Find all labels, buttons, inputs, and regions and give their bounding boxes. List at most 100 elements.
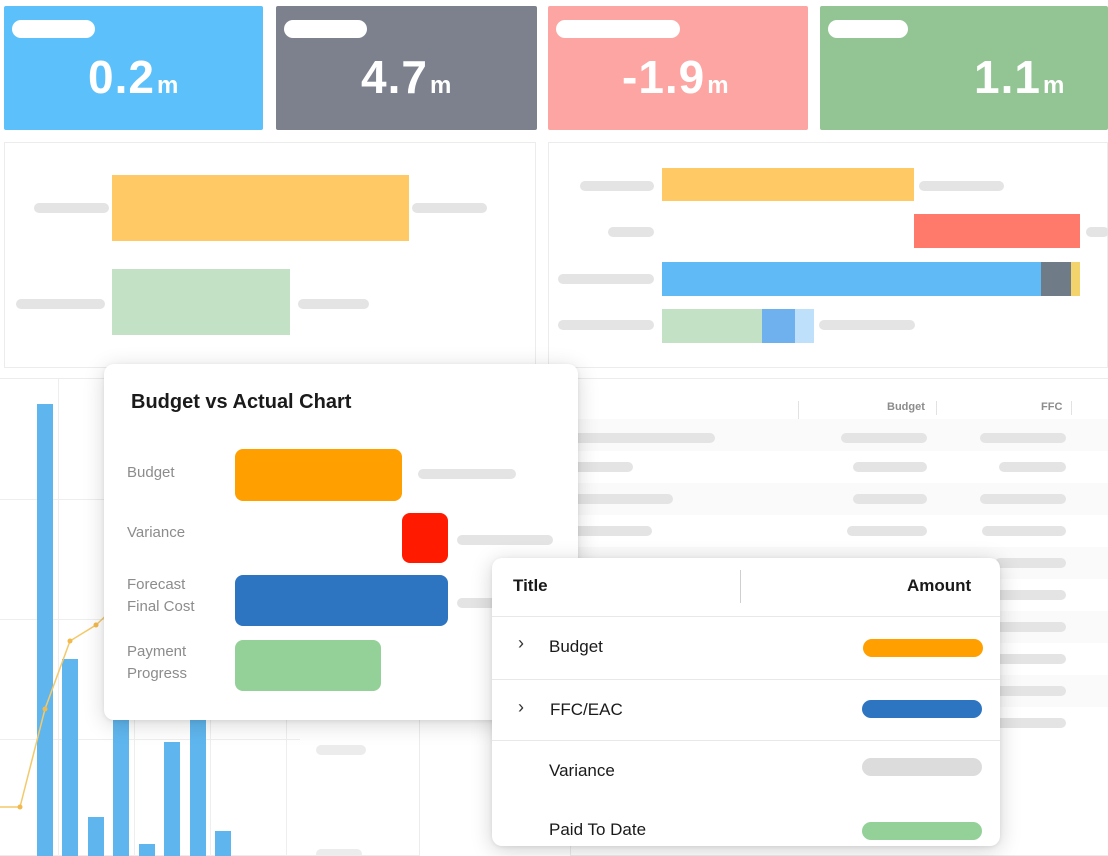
value-placeholder xyxy=(418,469,516,479)
divider xyxy=(492,679,1000,680)
kpi-card-4[interactable]: 1.1m xyxy=(820,6,1108,130)
cell-placeholder xyxy=(995,622,1066,632)
cell-placeholder xyxy=(995,558,1066,568)
column-bar[interactable] xyxy=(62,659,78,856)
text-placeholder xyxy=(580,181,654,191)
cell-placeholder xyxy=(571,433,715,443)
text-placeholder xyxy=(298,299,369,309)
column-bar[interactable] xyxy=(164,742,180,856)
column-bar[interactable] xyxy=(139,844,155,856)
amount-pill-ffc xyxy=(862,700,982,718)
cell-placeholder xyxy=(980,494,1066,504)
column-divider xyxy=(936,401,937,415)
forecast-bar[interactable] xyxy=(235,575,448,626)
kpi-value: 0.2m xyxy=(88,51,180,103)
kpi-value: 4.7m xyxy=(361,51,453,103)
column-divider xyxy=(1071,401,1072,415)
cell-placeholder xyxy=(841,433,927,443)
kpi-label-placeholder xyxy=(828,20,908,38)
column-bar[interactable] xyxy=(215,831,231,856)
table-row[interactable] xyxy=(571,451,1108,483)
payment-bar-segment[interactable] xyxy=(762,309,795,343)
amount-pill-paid xyxy=(862,822,982,840)
value-placeholder xyxy=(457,535,553,545)
cell-placeholder xyxy=(571,494,673,504)
text-placeholder xyxy=(1086,227,1108,237)
divider xyxy=(492,740,1000,741)
grid-line xyxy=(0,739,300,740)
variance-bar[interactable] xyxy=(914,214,1080,248)
text-placeholder xyxy=(558,320,654,330)
cell-placeholder xyxy=(571,462,633,472)
budget-bar[interactable] xyxy=(112,175,409,241)
column-bar[interactable] xyxy=(37,404,53,856)
chevron-right-icon[interactable]: › xyxy=(518,633,524,653)
table-row[interactable] xyxy=(571,419,1108,451)
row-title: Paid To Date xyxy=(549,820,647,839)
column-header-amount[interactable]: Amount xyxy=(907,576,972,595)
column-divider xyxy=(798,401,799,419)
amount-pill-variance xyxy=(862,758,982,776)
text-placeholder xyxy=(919,181,1004,191)
table-row[interactable] xyxy=(571,483,1108,515)
chevron-right-icon[interactable]: › xyxy=(518,697,524,717)
payment-bar-segment[interactable] xyxy=(795,309,814,343)
kpi-value: 1.1m xyxy=(974,51,1066,103)
table-row[interactable] xyxy=(571,515,1108,547)
text-placeholder xyxy=(819,320,915,330)
column-header-title[interactable]: Title xyxy=(513,576,548,595)
column-bar[interactable] xyxy=(190,719,206,856)
ffc-bar-segment[interactable] xyxy=(1041,262,1071,296)
ffc-bar[interactable] xyxy=(662,262,1041,296)
row-title: Budget xyxy=(549,637,603,656)
column-header-budget: Budget xyxy=(887,401,925,413)
trend-line xyxy=(0,608,114,810)
row-label-budget: Budget xyxy=(127,464,175,481)
kpi-label-placeholder xyxy=(12,20,95,38)
text-placeholder xyxy=(16,299,105,309)
ffc-bar-segment[interactable] xyxy=(1071,262,1080,296)
column-bar[interactable] xyxy=(113,719,129,856)
cell-placeholder xyxy=(995,590,1066,600)
cell-placeholder xyxy=(853,494,927,504)
summary-table-card: Title Amount › Budget › FFC/EAC Variance… xyxy=(492,558,1000,846)
cell-placeholder xyxy=(980,654,1066,664)
text-placeholder xyxy=(316,849,362,856)
text-placeholder xyxy=(558,274,654,284)
kpi-card-3[interactable]: -1.9m xyxy=(548,6,808,130)
budget-bar[interactable] xyxy=(235,449,402,501)
text-placeholder xyxy=(412,203,487,213)
cell-placeholder xyxy=(847,526,927,536)
amount-pill-budget xyxy=(863,639,983,657)
payment-bar[interactable] xyxy=(112,269,290,335)
row-title: Variance xyxy=(549,761,615,780)
kpi-card-2[interactable]: 4.7m xyxy=(276,6,537,130)
row-title: FFC/EAC xyxy=(550,700,623,719)
cell-placeholder xyxy=(853,462,927,472)
variance-bar[interactable] xyxy=(402,513,448,563)
table-row[interactable]: › Budget xyxy=(492,617,1000,679)
table-row[interactable]: › FFC/EAC xyxy=(492,680,1000,740)
row-label-variance: Variance xyxy=(127,524,186,541)
kpi-value: -1.9m xyxy=(622,51,730,103)
card-title: Budget vs Actual Chart xyxy=(131,391,352,413)
bar-panel-right xyxy=(548,142,1108,368)
row-label-payment: Payment Progress xyxy=(127,643,188,682)
cell-placeholder xyxy=(999,462,1066,472)
column-bar[interactable] xyxy=(88,817,104,856)
text-placeholder xyxy=(608,227,654,237)
kpi-label-placeholder xyxy=(284,20,367,38)
kpi-label-placeholder xyxy=(556,20,680,38)
bar-panel-left xyxy=(4,142,536,368)
cell-placeholder xyxy=(995,718,1066,728)
column-divider xyxy=(740,570,741,603)
payment-bar[interactable] xyxy=(662,309,762,343)
row-label-forecast: Forecast Final Cost xyxy=(127,576,195,615)
budget-bar[interactable] xyxy=(662,168,914,201)
payment-progress-bar[interactable] xyxy=(235,640,381,691)
table-row[interactable]: Variance xyxy=(492,741,1000,799)
cell-placeholder xyxy=(980,433,1066,443)
table-row[interactable]: Paid To Date xyxy=(492,799,1000,846)
grid-line xyxy=(58,379,59,856)
kpi-card-1[interactable]: 0.2m xyxy=(4,6,263,130)
